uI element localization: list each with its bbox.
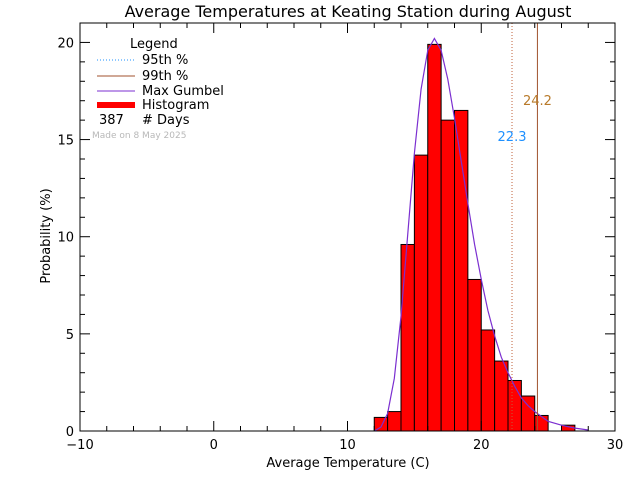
- legend-label: Histogram: [142, 98, 209, 113]
- chart-title: Average Temperatures at Keating Station …: [125, 2, 572, 21]
- y-axis-label: Probability (%): [39, 188, 54, 283]
- y-tick-label: 15: [57, 134, 74, 149]
- percentile-label: 24.2: [523, 94, 552, 109]
- y-tick-label: 5: [66, 328, 74, 343]
- legend-label: 95th %: [142, 53, 188, 68]
- legend-label: 99th %: [142, 69, 188, 84]
- x-axis-label: Average Temperature (C): [266, 456, 429, 471]
- histogram-bar: [534, 414, 549, 432]
- histogram-bar: [427, 43, 442, 432]
- y-tick-label: 0: [66, 425, 74, 440]
- histogram-bar: [400, 243, 415, 432]
- x-tick-label: 30: [607, 438, 624, 453]
- x-tick-label: 10: [339, 438, 356, 453]
- histogram-bar: [387, 411, 402, 432]
- histogram-bar: [413, 154, 429, 432]
- y-tick-label: 10: [57, 231, 74, 246]
- watermark: Made on 8 May 2025: [92, 131, 186, 141]
- x-tick-label: 0: [210, 438, 218, 453]
- histogram-bar: [467, 278, 482, 432]
- histogram-bar: [520, 395, 536, 432]
- legend-title: Legend: [130, 37, 178, 52]
- tick-marks: [79, 23, 616, 432]
- x-tick-label: −10: [66, 438, 93, 453]
- histogram-bar: [494, 360, 509, 432]
- percentile-label: 22.3: [498, 130, 527, 145]
- histogram-bar: [440, 119, 455, 432]
- gumbel-curve: [373, 37, 589, 432]
- histogram-bar: [373, 416, 389, 432]
- histogram: [373, 43, 576, 432]
- y-tick-label: 20: [57, 36, 74, 51]
- histogram-bar: [480, 329, 496, 432]
- legend-label: Max Gumbel: [142, 84, 224, 99]
- count-value: 387: [99, 113, 124, 128]
- count-label: # Days: [142, 113, 190, 128]
- gumbel-curve-line: [373, 37, 589, 432]
- x-tick-label: 20: [473, 438, 490, 453]
- histogram-bar: [507, 379, 522, 432]
- percentile-lines: 22.3 24.2: [498, 23, 552, 431]
